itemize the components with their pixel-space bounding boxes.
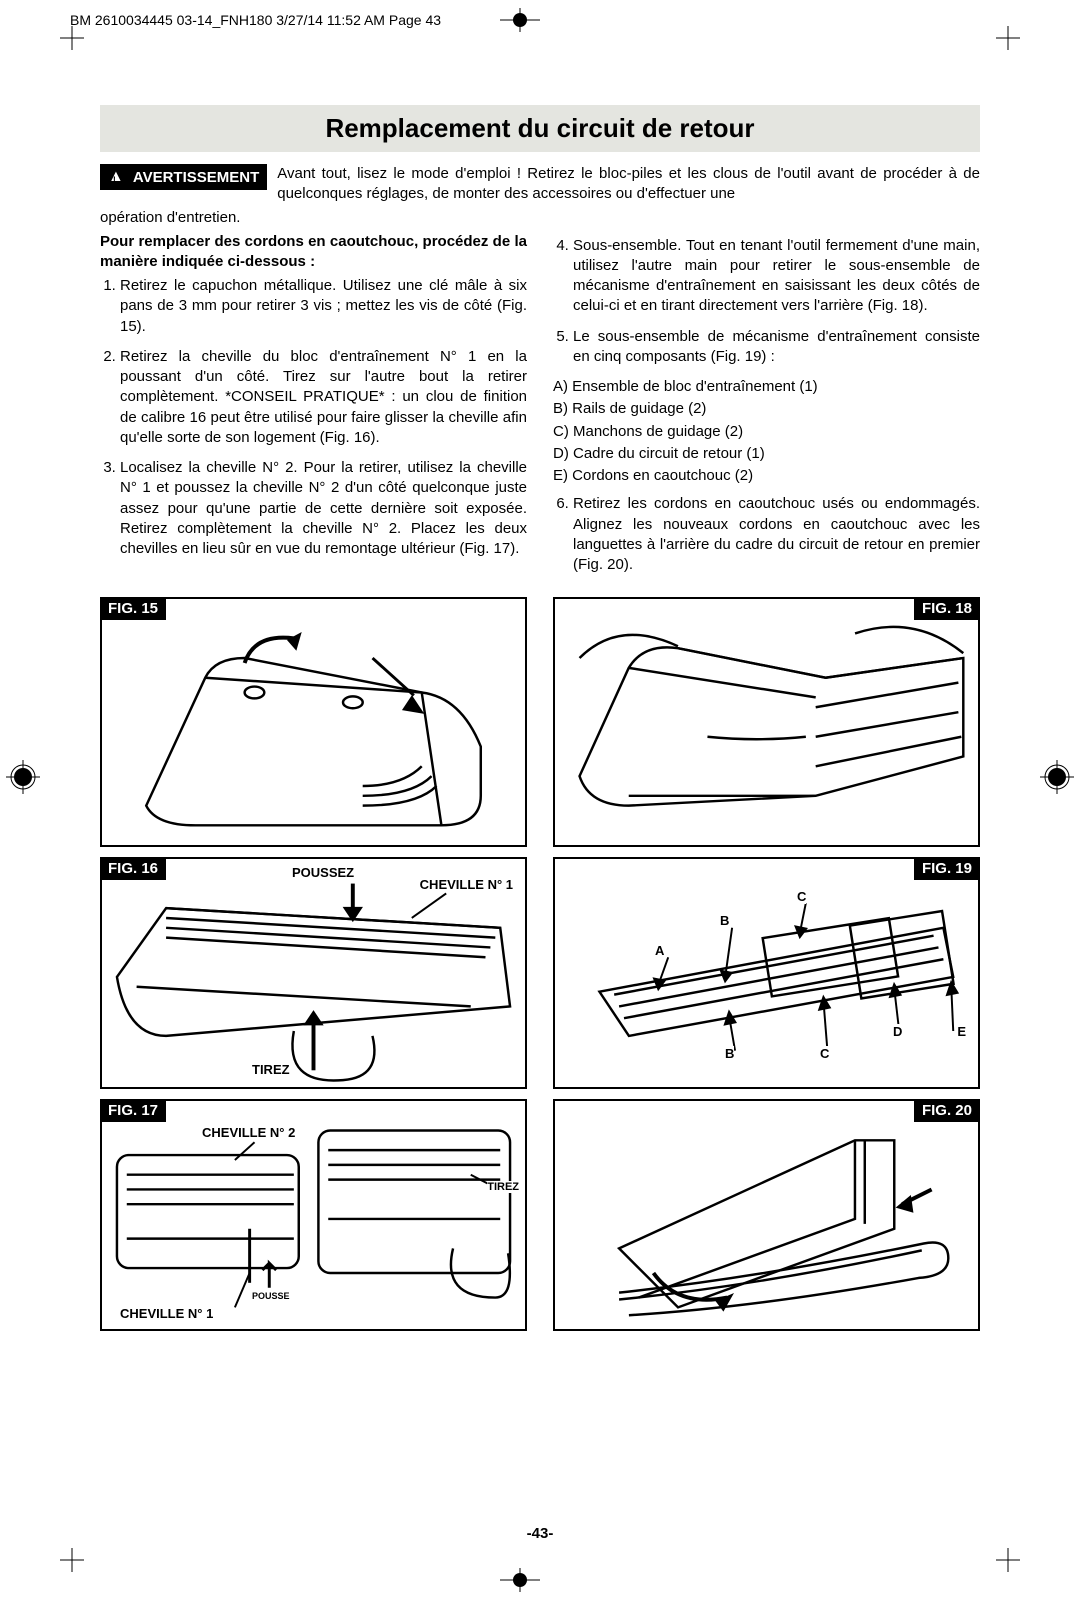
annot-c2: C	[820, 1046, 829, 1061]
parts-list: A) Ensemble de bloc d'entraînement (1) B…	[553, 377, 980, 486]
fig-label: FIG. 17	[100, 1099, 166, 1122]
annot-cheville1: CHEVILLE N° 1	[420, 877, 513, 892]
figures-left: FIG. 15 FIG. 16	[100, 597, 527, 1331]
fig-label: FIG. 15	[100, 597, 166, 620]
annot-pousse: POUSSE	[252, 1291, 290, 1301]
annot-b: B	[720, 913, 729, 928]
annot-c: C	[797, 889, 806, 904]
annot-tirez: TIREZ	[252, 1062, 290, 1077]
registration-right	[1040, 760, 1074, 799]
page: BM 2610034445 03-14_FNH180 3/27/14 11:52…	[0, 0, 1080, 1598]
warning-label: AVERTISSEMENT	[133, 169, 259, 186]
step-1: Retirez le capuchon métallique. Utilisez…	[120, 276, 527, 337]
figure-20-drawing	[555, 1101, 978, 1329]
crop-mark-bottom	[500, 1568, 524, 1592]
figure-19: FIG. 19 C B A B C D E	[553, 857, 980, 1089]
registration-left	[6, 760, 40, 799]
page-number: -43-	[0, 1525, 1080, 1542]
figure-15: FIG. 15	[100, 597, 527, 847]
part-d: D) Cadre du circuit de retour (1)	[553, 444, 980, 464]
fig-label: FIG. 16	[100, 857, 166, 880]
figure-17-drawing	[102, 1101, 525, 1329]
figure-20: FIG. 20	[553, 1099, 980, 1331]
figure-16: FIG. 16 POUSSEZ CHEVILLE N° 1 TIREZ	[100, 857, 527, 1089]
crop-mark	[60, 1548, 84, 1572]
figure-17: FIG. 17 CHEVILLE N° 2 TIREZ POUSSE CHEVI…	[100, 1099, 527, 1331]
warning-text: Avant tout, lisez le mode d'emploi ! Ret…	[277, 164, 980, 205]
steps-right: Sous-ensemble. Tout en tenant l'outil fe…	[553, 236, 980, 368]
step-6: Retirez les cordons en caoutchouc usés o…	[573, 494, 980, 575]
warning-row: ▲! AVERTISSEMENT Avant tout, lisez le mo…	[100, 164, 980, 205]
annot-cheville2: CHEVILLE N° 2	[202, 1125, 295, 1140]
part-e: E) Cordons en caoutchouc (2)	[553, 466, 980, 486]
step-3: Localisez la cheville N° 2. Pour la reti…	[120, 458, 527, 559]
figures: FIG. 15 FIG. 16	[100, 597, 980, 1331]
step-4: Sous-ensemble. Tout en tenant l'outil fe…	[573, 236, 980, 317]
crop-mark	[60, 26, 84, 50]
steps-right-2: Retirez les cordons en caoutchouc usés o…	[553, 494, 980, 575]
annot-poussez: POUSSEZ	[292, 865, 354, 880]
operation-line: opération d'entretien.	[100, 209, 980, 226]
annot-e: E	[957, 1024, 966, 1039]
part-b: B) Rails de guidage (2)	[553, 399, 980, 419]
figure-18: FIG. 18	[553, 597, 980, 847]
annot-cheville1: CHEVILLE N° 1	[120, 1306, 213, 1321]
crop-mark-top	[500, 8, 524, 32]
fig-label: FIG. 20	[914, 1099, 980, 1122]
part-a: A) Ensemble de bloc d'entraînement (1)	[553, 377, 980, 397]
warning-icon: ▲!	[108, 168, 127, 186]
part-c: C) Manchons de guidage (2)	[553, 422, 980, 442]
figure-18-drawing	[555, 599, 978, 845]
step-5: Le sous-ensemble de mécanisme d'entraîne…	[573, 327, 980, 368]
warning-badge: ▲! AVERTISSEMENT	[100, 164, 267, 190]
crop-mark	[996, 1548, 1020, 1572]
print-header: BM 2610034445 03-14_FNH180 3/27/14 11:52…	[70, 12, 441, 28]
body-columns: Pour remplacer des cordons en caoutchouc…	[100, 232, 980, 586]
fig-label: FIG. 19	[914, 857, 980, 880]
right-column: Sous-ensemble. Tout en tenant l'outil fe…	[553, 232, 980, 586]
intro-bold: Pour remplacer des cordons en caoutchouc…	[100, 232, 527, 273]
figures-right: FIG. 18 FIG. 19 C B A B C	[553, 597, 980, 1331]
left-column: Pour remplacer des cordons en caoutchouc…	[100, 232, 527, 586]
steps-left: Retirez le capuchon métallique. Utilisez…	[100, 276, 527, 559]
annot-tirez: TIREZ	[487, 1181, 519, 1193]
figure-19-drawing	[555, 859, 978, 1087]
figure-16-drawing	[102, 859, 525, 1087]
section-title: Remplacement du circuit de retour	[100, 105, 980, 152]
annot-a: A	[655, 943, 664, 958]
annot-d: D	[893, 1024, 902, 1039]
crop-mark	[996, 26, 1020, 50]
annot-b2: B	[725, 1046, 734, 1061]
fig-label: FIG. 18	[914, 597, 980, 620]
step-2: Retirez la cheville du bloc d'entraîneme…	[120, 347, 527, 448]
figure-15-drawing	[102, 599, 525, 845]
